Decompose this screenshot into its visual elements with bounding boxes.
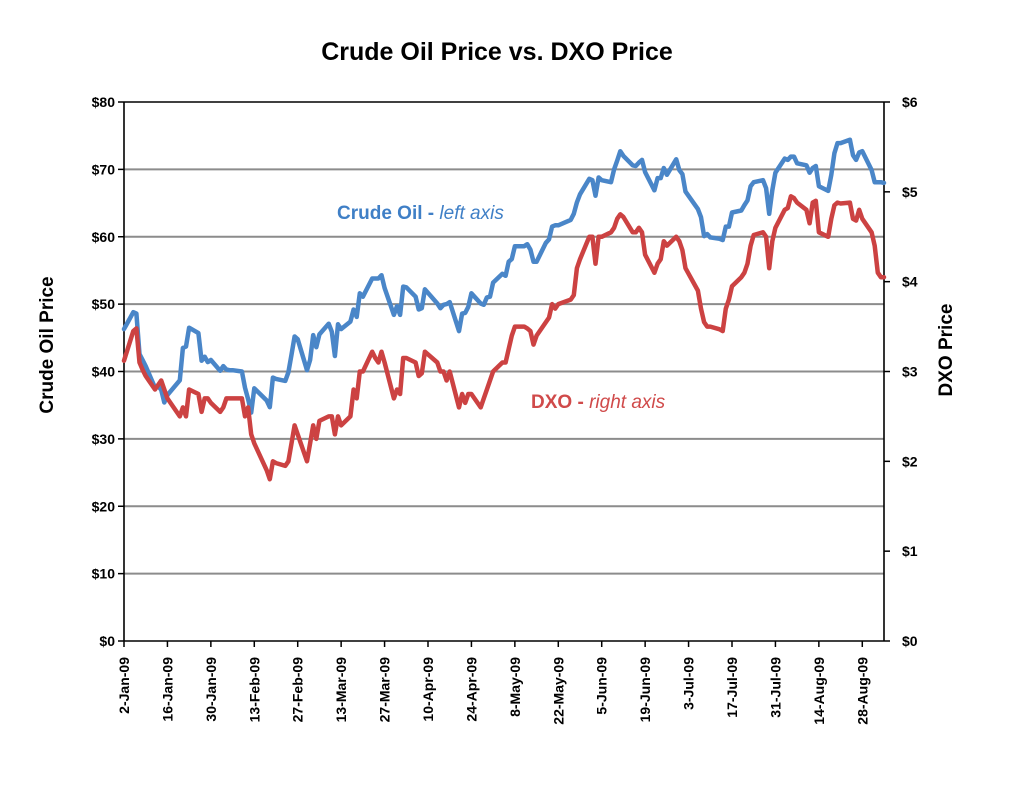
crude-oil-series-line [121, 137, 887, 415]
left-tick-label: $60 [92, 229, 116, 245]
x-tick-label: 14-Aug-09 [811, 657, 827, 725]
right-axis-ticks: $0 $1 $2 $3 $4 $5 $6 [884, 94, 918, 649]
left-tick-label: $30 [92, 431, 116, 447]
x-tick-label: 2-Jan-09 [116, 657, 132, 714]
left-tick-label: $40 [92, 364, 116, 380]
left-tick-label: $50 [92, 296, 116, 312]
dxo-series-line [121, 194, 887, 482]
dxo-annotation-name: DXO [531, 392, 572, 413]
x-tick-label: 31-Jul-09 [767, 657, 783, 718]
x-tick-label: 28-Aug-09 [854, 657, 870, 725]
dxo-annotation-sep: - [572, 392, 589, 413]
x-tick-label: 24-Apr-09 [463, 657, 479, 722]
left-axis-title: Crude Oil Price [37, 276, 58, 413]
dxo-annotation: DXO - right axis [531, 392, 666, 413]
right-tick-label: $3 [902, 364, 918, 380]
left-tick-label: $20 [92, 498, 116, 514]
crude-oil-annotation-sep: - [423, 203, 440, 224]
x-tick-label: 13-Feb-09 [246, 657, 262, 723]
right-tick-label: $6 [902, 94, 918, 110]
crude-oil-annotation: Crude Oil - left axis [337, 203, 504, 224]
x-tick-label: 30-Jan-09 [203, 657, 219, 722]
series-lines [121, 137, 887, 482]
x-tick-label: 19-Jun-09 [637, 657, 653, 723]
x-tick-label: 8-May-09 [507, 657, 523, 717]
left-tick-label: $80 [92, 94, 116, 110]
x-tick-label: 5-Jun-09 [594, 657, 610, 715]
x-tick-label: 16-Jan-09 [159, 657, 175, 722]
right-tick-label: $0 [902, 633, 918, 649]
x-axis-ticks: 2-Jan-09 16-Jan-09 30-Jan-09 13-Feb-09 27-Fe… [116, 641, 870, 725]
right-tick-label: $5 [902, 184, 918, 200]
left-axis-ticks: $0 $10 $20 $30 $40 $50 $60 $70 $80 [92, 94, 124, 649]
left-tick-label: $0 [99, 633, 115, 649]
dxo-annotation-axis: right axis [589, 392, 666, 413]
left-tick-label: $70 [92, 161, 116, 177]
x-tick-label: 27-Feb-09 [290, 657, 306, 723]
x-tick-label: 27-Mar-09 [377, 657, 393, 723]
right-tick-label: $1 [902, 543, 918, 559]
left-tick-label: $10 [92, 566, 116, 582]
x-tick-label: 10-Apr-09 [420, 657, 436, 722]
x-tick-label: 3-Jul-09 [681, 657, 697, 710]
crude-oil-annotation-axis: left axis [439, 203, 504, 224]
x-tick-label: 17-Jul-09 [724, 657, 740, 718]
crude-oil-annotation-name: Crude Oil [337, 203, 423, 224]
x-tick-label: 22-May-09 [550, 657, 566, 725]
chart-title: Crude Oil Price vs. DXO Price [321, 38, 673, 66]
x-tick-label: 13-Mar-09 [333, 657, 349, 723]
right-tick-label: $2 [902, 453, 918, 469]
right-tick-label: $4 [902, 274, 918, 290]
right-axis-title: DXO Price [936, 304, 957, 397]
